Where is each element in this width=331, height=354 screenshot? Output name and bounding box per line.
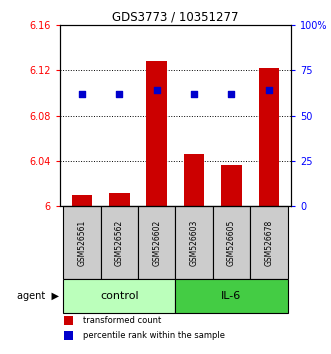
Bar [221, 165, 242, 206]
Bar [184, 154, 205, 206]
Point [117, 91, 122, 97]
Bar [64, 331, 72, 340]
Text: agent  ▶: agent ▶ [17, 291, 59, 301]
Point [79, 91, 85, 97]
Text: GSM526603: GSM526603 [190, 219, 199, 266]
Bar [250, 206, 288, 279]
Text: control: control [100, 291, 139, 301]
Bar [64, 316, 72, 325]
Text: IL-6: IL-6 [221, 291, 242, 301]
Point [191, 91, 197, 97]
Text: GSM526605: GSM526605 [227, 219, 236, 266]
Bar [109, 193, 130, 206]
Title: GDS3773 / 10351277: GDS3773 / 10351277 [112, 11, 239, 24]
Bar [63, 206, 101, 279]
Bar [146, 61, 167, 206]
Bar [63, 279, 175, 313]
Text: percentile rank within the sample: percentile rank within the sample [83, 331, 225, 340]
Bar [175, 279, 288, 313]
Bar [213, 206, 250, 279]
Point [229, 91, 234, 97]
Text: GSM526562: GSM526562 [115, 219, 124, 266]
Bar [72, 195, 92, 206]
Bar [175, 206, 213, 279]
Text: GSM526678: GSM526678 [264, 219, 273, 266]
Text: GSM526602: GSM526602 [152, 219, 161, 266]
Text: transformed count: transformed count [83, 316, 161, 325]
Bar [138, 206, 175, 279]
Bar [101, 206, 138, 279]
Point [266, 87, 271, 93]
Text: GSM526561: GSM526561 [77, 219, 86, 266]
Bar [259, 68, 279, 206]
Point [154, 87, 160, 93]
